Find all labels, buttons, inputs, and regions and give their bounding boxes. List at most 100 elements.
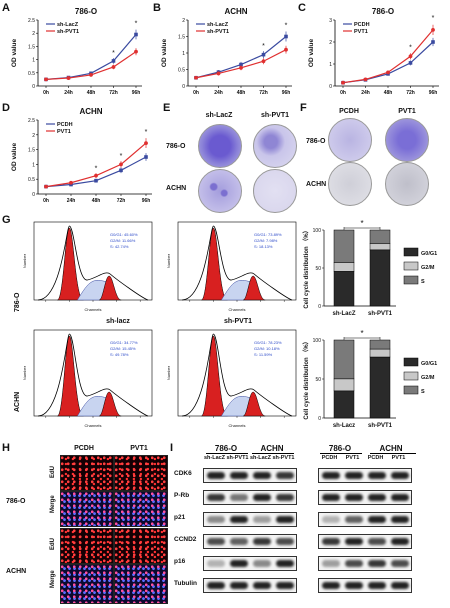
flow-stat: G2/M: 7.98% [254, 238, 278, 243]
blot-band [345, 560, 363, 567]
x-tick-label: 0h [193, 90, 199, 96]
y-axis-label: OD value [11, 39, 18, 68]
e-col-label: sh-PVT1 [260, 112, 289, 119]
blot-band [345, 472, 363, 479]
y-tick-label: 50 [315, 377, 321, 383]
lane-label: sh-PVT1 [226, 455, 249, 461]
lane-label: PCDH [321, 455, 338, 461]
f-row-label: ACHN [306, 181, 327, 188]
significance-mark: * [432, 15, 435, 22]
flow-histogram: G0/G1: 78.23%G2/M: 10.18%S: 11.59% Channe… [166, 329, 297, 428]
legend-label: G0/G1 [421, 251, 437, 257]
data-point [94, 178, 98, 183]
data-point [408, 54, 413, 59]
blot-band [276, 472, 294, 479]
e-col-label: sh-LacZ [205, 112, 233, 119]
flow-x-label: Channels [85, 307, 102, 312]
flow-stat: G2/M: 15.45% [110, 346, 136, 351]
h-row-label: Merge [50, 495, 56, 513]
y-tick-label: 2 [32, 133, 35, 139]
bar-segment [369, 229, 391, 245]
g2-peak [99, 275, 122, 301]
significance-mark: * [285, 23, 288, 30]
blot-strip [318, 534, 412, 549]
data-point [89, 73, 93, 77]
blot-band [391, 494, 409, 501]
flow-outline [181, 333, 293, 417]
h-col-label: PVT1 [130, 445, 148, 452]
g2-peak [243, 391, 266, 417]
flow-stat: G0/G1: 78.23% [254, 340, 282, 345]
edu-image [60, 455, 114, 491]
blot-band [276, 516, 294, 523]
significance-mark: * [409, 45, 412, 52]
panel-label-c: C [298, 2, 306, 14]
legend-swatch [403, 261, 419, 271]
bar-segment [369, 243, 391, 251]
data-point [386, 70, 390, 75]
flow-x-label: Channels [229, 423, 246, 428]
edu-image [114, 455, 168, 491]
blot-band [230, 516, 248, 523]
y-tick-label: 1.5 [178, 35, 185, 41]
x-tick-label: 0h [340, 90, 346, 96]
significance-mark: * [120, 153, 123, 160]
blot-band [322, 582, 340, 589]
blot-band [253, 560, 271, 567]
data-point [119, 162, 123, 167]
x-tick-label: 24h [361, 90, 370, 96]
y-tick-label: 0.5 [178, 68, 185, 74]
blot-band [276, 560, 294, 567]
blot-band [391, 472, 409, 479]
y-tick-label: 0 [318, 416, 321, 422]
x-tick-label: 0h [43, 90, 49, 96]
legend-label: sh-PVT1 [57, 29, 79, 35]
blot-strip [203, 468, 297, 483]
y-tick-label: 0.5 [28, 71, 35, 77]
i-right-cell-label: 786-O [328, 444, 352, 453]
bar-segment [369, 339, 391, 350]
colony-dish [198, 124, 242, 168]
h-col-label: PCDH [74, 445, 94, 452]
flow-x-label: Channels [229, 307, 246, 312]
flow-histogram: G0/G1: 34.77%G2/M: 15.45%S: 49.78% Channe… [22, 329, 153, 428]
x-tick-label: 48h [237, 90, 246, 96]
colony-dish [253, 169, 297, 213]
blot-strip [203, 534, 297, 549]
blot-band [368, 516, 386, 523]
y-tick-label: 1 [32, 162, 35, 168]
merge-image [114, 564, 168, 604]
blot-strip [318, 512, 412, 527]
i-left-cell-label: ACHN [260, 444, 284, 453]
blot-band [253, 472, 271, 479]
colony-dish [385, 162, 429, 206]
y-tick-label: 0 [32, 84, 35, 90]
bar-segment [333, 339, 355, 380]
x-tick-label: 72h [117, 198, 126, 204]
colony-dish [198, 169, 242, 213]
y-tick-label: 2 [182, 18, 185, 24]
legend-label: S [421, 279, 425, 285]
y-tick-label: 0 [329, 84, 332, 90]
blot-band [253, 538, 271, 545]
g1-peak [57, 335, 84, 417]
panel-label-g: G [2, 214, 11, 226]
legend-label: PCDH [57, 122, 73, 128]
blot-band [207, 472, 225, 479]
data-point [239, 65, 243, 70]
colony-dish [385, 118, 429, 162]
blot-strip [203, 556, 297, 571]
legend-swatch [403, 371, 419, 381]
bar-segment [333, 271, 355, 307]
panel-label-a: A [2, 2, 10, 14]
y-tick-label: 100 [313, 228, 322, 234]
protein-label: CDK6 [174, 470, 192, 477]
blot-band [345, 582, 363, 589]
lane-label: sh-LacZ [203, 455, 226, 461]
blot-strip [318, 468, 412, 483]
series-line [342, 41, 434, 84]
data-point [111, 59, 116, 63]
y-tick-label: 100 [313, 338, 322, 344]
y-axis-label: Cell cycle distribution （%） [302, 338, 310, 419]
f-row-label: 786-O [306, 138, 326, 145]
